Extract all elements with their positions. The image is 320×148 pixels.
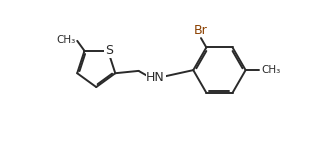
Text: HN: HN [146, 71, 165, 84]
Text: S: S [105, 44, 113, 57]
Text: Br: Br [193, 24, 207, 37]
Text: CH₃: CH₃ [56, 35, 76, 45]
Text: CH₃: CH₃ [262, 65, 281, 75]
